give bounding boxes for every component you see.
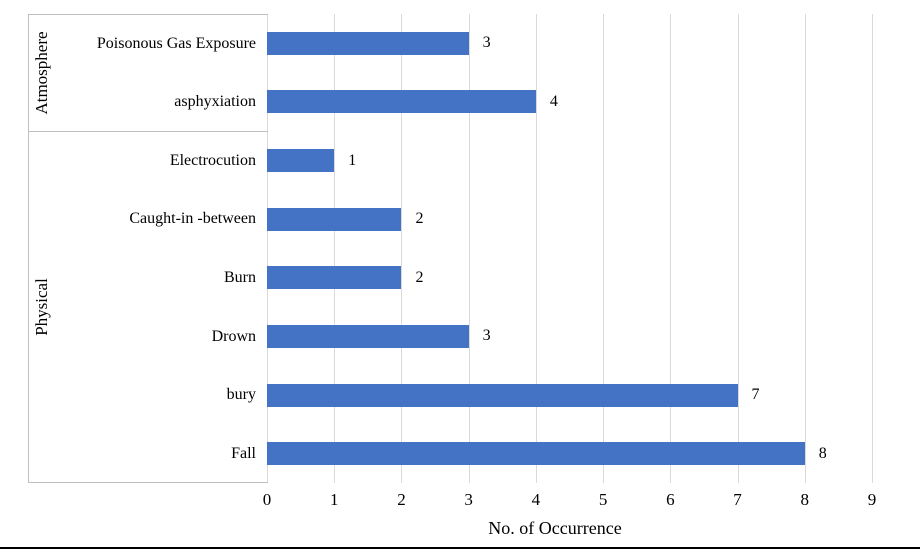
gridline [267, 14, 268, 483]
category-label: asphyxiation [174, 93, 256, 111]
category-label: Electrocution [169, 151, 256, 169]
x-tick-label: 0 [262, 490, 272, 509]
x-tick-label: 1 [329, 490, 339, 509]
bar [267, 31, 469, 55]
label-area-left-border [28, 14, 29, 483]
bar-chart: No. of Occurrence Atmosphere Physical Pois… [28, 14, 877, 538]
gridline [670, 14, 672, 483]
bar-value-label: 2 [415, 210, 424, 228]
x-tick-label: 6 [666, 490, 675, 509]
gridline [468, 14, 470, 483]
group-label-text: Atmosphere [32, 31, 51, 115]
gridline [872, 14, 873, 483]
x-tick-label: 2 [397, 490, 406, 509]
bar-value-label: 2 [415, 268, 424, 286]
bar [267, 207, 402, 231]
category-label: Burn [224, 269, 256, 287]
category-label: Fall [231, 444, 256, 462]
bar [267, 442, 805, 466]
bar-value-label: 8 [818, 444, 827, 462]
bar [267, 90, 536, 114]
gridline [401, 14, 403, 483]
label-area-bottom-border [28, 482, 268, 483]
bar [267, 383, 738, 407]
x-tick-label: 3 [464, 490, 473, 509]
x-axis-title: No. of Occurrence [488, 518, 622, 538]
category-label: Poisonous Gas Exposure [96, 34, 256, 52]
group-divider [28, 14, 268, 15]
x-tick-label: 9 [867, 490, 877, 509]
x-tick-label: 4 [531, 490, 541, 509]
x-tick-label: 5 [598, 490, 608, 509]
x-tick-label: 7 [733, 490, 742, 509]
bar [267, 324, 469, 348]
group-divider [28, 131, 268, 133]
gridline [737, 14, 739, 483]
bar [267, 266, 402, 290]
bar-value-label: 7 [751, 386, 760, 404]
group-label-text: Physical [32, 278, 51, 336]
category-label: bury [226, 386, 256, 404]
gridline [603, 14, 605, 483]
gridline [804, 14, 806, 483]
group-label-atmosphere: Atmosphere [28, 14, 56, 131]
group-label-physical: Physical [28, 131, 56, 483]
bar-value-label: 1 [348, 151, 357, 169]
figure-bottom-rule [0, 547, 920, 549]
gridline [334, 14, 336, 483]
x-tick-label: 8 [800, 490, 810, 509]
bar-value-label: 3 [482, 327, 491, 345]
bar-value-label: 4 [549, 92, 558, 110]
category-label: Caught-in -between [129, 210, 256, 228]
bar [267, 149, 335, 173]
gridline [535, 14, 537, 483]
bar-value-label: 3 [482, 34, 491, 52]
category-label: Drown [211, 327, 256, 345]
